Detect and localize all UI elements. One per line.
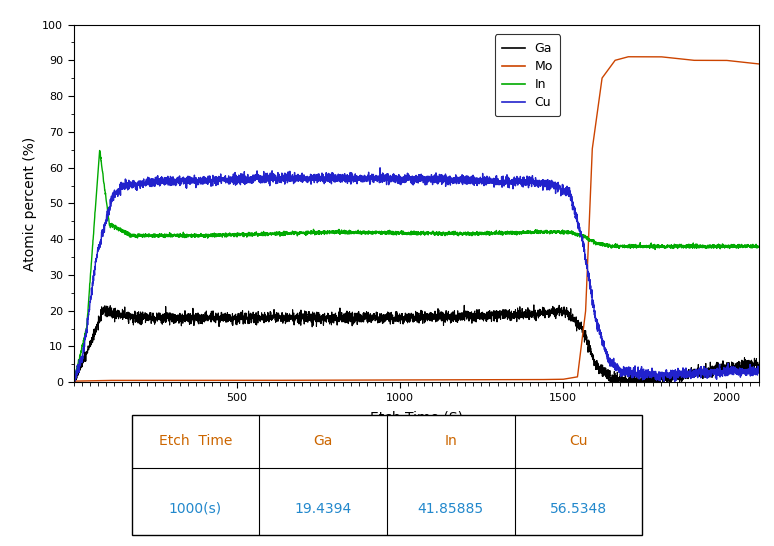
- Ga: [597, 361, 606, 368]
- Line: In: In: [74, 151, 759, 382]
- Cu: [754, 368, 763, 375]
- Text: 1000(s): 1000(s): [169, 502, 222, 515]
- Cu: [375, 164, 385, 171]
- Mo: [509, 376, 519, 383]
- Ga: [142, 316, 152, 323]
- In: [754, 244, 763, 251]
- Mo: [596, 84, 605, 90]
- In: [687, 244, 696, 250]
- In: [69, 377, 78, 384]
- In: [510, 228, 519, 235]
- Ga: [687, 373, 696, 379]
- Ga: [335, 305, 344, 311]
- Mo: [624, 54, 633, 60]
- Mo: [687, 57, 696, 63]
- Ga: [754, 364, 763, 370]
- Legend: Ga, Mo, In, Cu: Ga, Mo, In, Cu: [495, 34, 560, 116]
- Cu: [687, 370, 696, 377]
- Text: Ga: Ga: [313, 435, 333, 448]
- In: [95, 147, 104, 154]
- In: [335, 229, 344, 236]
- Cu: [69, 379, 78, 385]
- Cu: [69, 379, 78, 385]
- Text: In: In: [444, 435, 457, 448]
- Mo: [142, 377, 152, 384]
- Text: 19.4394: 19.4394: [295, 502, 351, 515]
- Y-axis label: Atomic percent (%): Atomic percent (%): [22, 136, 36, 270]
- Text: 56.5348: 56.5348: [550, 502, 607, 515]
- Cu: [597, 331, 606, 338]
- Mo: [754, 61, 763, 67]
- In: [362, 230, 372, 236]
- Ga: [69, 379, 78, 385]
- Cu: [142, 179, 152, 186]
- Cu: [362, 178, 372, 185]
- Text: Cu: Cu: [570, 435, 587, 448]
- Mo: [69, 378, 78, 384]
- In: [597, 239, 606, 246]
- Text: 41.85885: 41.85885: [418, 502, 484, 515]
- Ga: [510, 316, 519, 322]
- Line: Mo: Mo: [74, 57, 759, 381]
- Mo: [335, 377, 344, 383]
- Line: Ga: Ga: [74, 305, 759, 382]
- Cu: [335, 177, 344, 184]
- In: [70, 378, 79, 385]
- In: [142, 233, 152, 239]
- Text: Etch  Time: Etch Time: [159, 435, 232, 448]
- Ga: [529, 301, 539, 308]
- X-axis label: Etch Time (S): Etch Time (S): [369, 411, 463, 425]
- Line: Cu: Cu: [74, 168, 759, 382]
- Ga: [69, 374, 78, 381]
- Cu: [510, 179, 519, 186]
- Mo: [362, 377, 372, 383]
- Ga: [362, 312, 372, 319]
